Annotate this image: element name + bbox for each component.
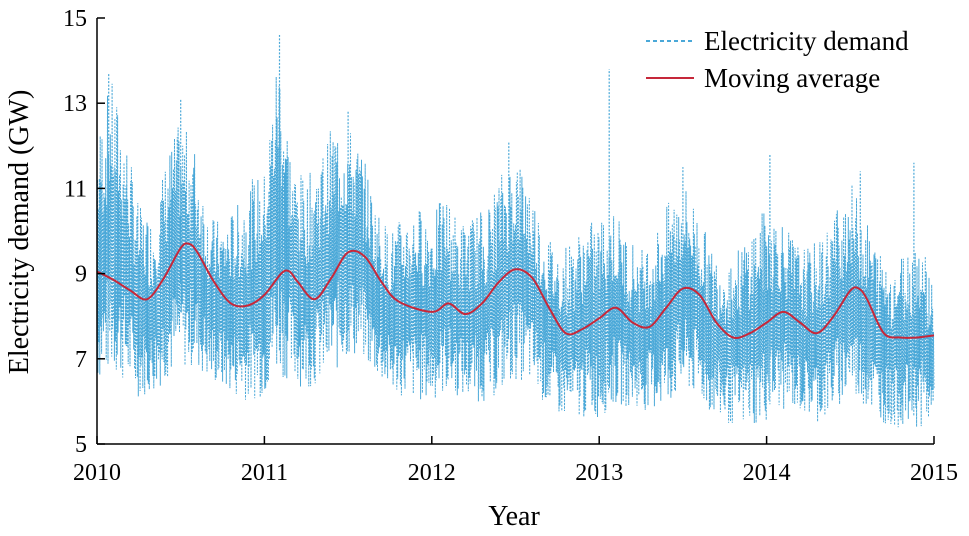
legend-demand-label: Electricity demand <box>704 26 909 56</box>
demand-spikes <box>108 35 915 368</box>
y-axis-title: Electricity demand (GW) <box>4 90 35 375</box>
y-tick-label: 7 <box>75 347 87 373</box>
y-tick-label: 11 <box>64 176 87 202</box>
x-tick-label: 2014 <box>743 460 791 486</box>
demand-series-line <box>96 76 935 428</box>
x-tick-label: 2013 <box>575 460 623 486</box>
demand-series-band <box>96 76 935 428</box>
x-axis-ticks: 2010 2011 2012 2013 2014 2015 <box>73 436 958 486</box>
x-tick-label: 2011 <box>241 460 288 486</box>
x-tick-label: 2012 <box>408 460 456 486</box>
x-tick-label: 2010 <box>73 460 121 486</box>
legend-ma-label: Moving average <box>704 63 880 93</box>
y-tick-label: 9 <box>75 262 87 288</box>
legend: Electricity demand Moving average <box>646 26 909 93</box>
x-axis-title: Year <box>488 501 540 532</box>
y-axis-ticks: 5 7 9 11 13 15 <box>63 6 105 458</box>
moving-average-line <box>96 242 935 339</box>
y-tick-label: 13 <box>63 91 87 117</box>
y-tick-label: 5 <box>75 432 87 458</box>
y-tick-label: 15 <box>63 6 87 32</box>
plot-area <box>96 35 935 428</box>
x-tick-label: 2015 <box>910 460 958 486</box>
